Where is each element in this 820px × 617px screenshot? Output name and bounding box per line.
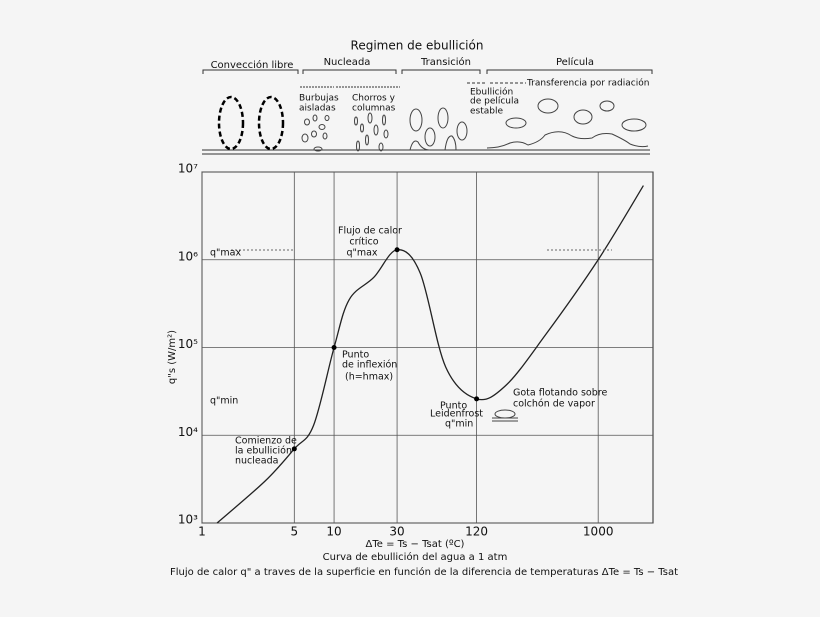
y-tick-label: 10³ bbox=[178, 513, 198, 527]
regime-note: Transferencia por radiación bbox=[526, 78, 649, 89]
x-tick-label: 1 bbox=[198, 525, 206, 539]
regime-label: Película bbox=[556, 56, 594, 68]
key-point bbox=[394, 247, 400, 253]
x-tick-label: 1000 bbox=[583, 525, 614, 539]
annotation: (h=hmax) bbox=[345, 372, 393, 383]
x-tick-label: 5 bbox=[290, 525, 298, 539]
annotation: de inflexión bbox=[342, 360, 397, 371]
chart-title: Regimen de ebullición bbox=[351, 39, 484, 53]
annotation: la ebullición bbox=[235, 446, 292, 457]
key-point bbox=[474, 396, 480, 402]
regime-note: Chorros y bbox=[352, 94, 396, 104]
regime-note: aisladas bbox=[299, 104, 336, 114]
key-point bbox=[291, 446, 297, 452]
annotation: Punto bbox=[440, 401, 467, 412]
annotation: q"max bbox=[346, 248, 377, 259]
regime-note: de película bbox=[470, 97, 519, 107]
annotation: Comienzo de bbox=[235, 436, 297, 447]
x-tick-label: 10 bbox=[326, 525, 341, 539]
boiling-curve bbox=[216, 185, 644, 524]
caption: Flujo de calor q" a traves de la superfi… bbox=[170, 566, 678, 578]
annotation: Flujo de calor bbox=[338, 226, 402, 237]
regime-note: Burbujas bbox=[299, 94, 339, 104]
regime-note: Ebullición bbox=[470, 87, 513, 98]
regime-note: columnas bbox=[352, 104, 396, 114]
key-point bbox=[331, 345, 337, 350]
annotation: q"min bbox=[445, 419, 473, 430]
regime-label: Transición bbox=[420, 56, 471, 68]
annotation: q"min bbox=[210, 396, 238, 407]
annotation: Leidenfrost bbox=[430, 409, 483, 420]
regime-note: estable bbox=[470, 107, 503, 117]
y-tick-label: 10⁴ bbox=[178, 425, 198, 439]
caption: Curva de ebullición del agua a 1 atm bbox=[323, 551, 508, 563]
annotation: Punto bbox=[342, 350, 369, 361]
x-tick-label: 120 bbox=[465, 525, 488, 539]
annotation: Gota flotando sobre bbox=[513, 388, 607, 399]
y-axis-label: q"s (W/m²) bbox=[167, 330, 178, 384]
regime-label: Convección libre bbox=[211, 59, 294, 71]
x-tick-label: 30 bbox=[389, 525, 404, 539]
annotation: crítico bbox=[349, 237, 378, 248]
regime-diagram bbox=[202, 69, 653, 422]
y-tick-label: 10⁷ bbox=[178, 162, 198, 176]
y-tick-label: 10⁶ bbox=[178, 249, 198, 263]
x-axis-label: ΔTe = Ts − Tsat (ºC) bbox=[366, 539, 465, 550]
annotation: colchón de vapor bbox=[513, 399, 595, 410]
annotation: nucleada bbox=[235, 456, 278, 467]
annotation: q"max bbox=[210, 248, 241, 259]
y-tick-label: 10⁵ bbox=[178, 337, 198, 351]
regime-label: Nucleada bbox=[324, 57, 371, 68]
